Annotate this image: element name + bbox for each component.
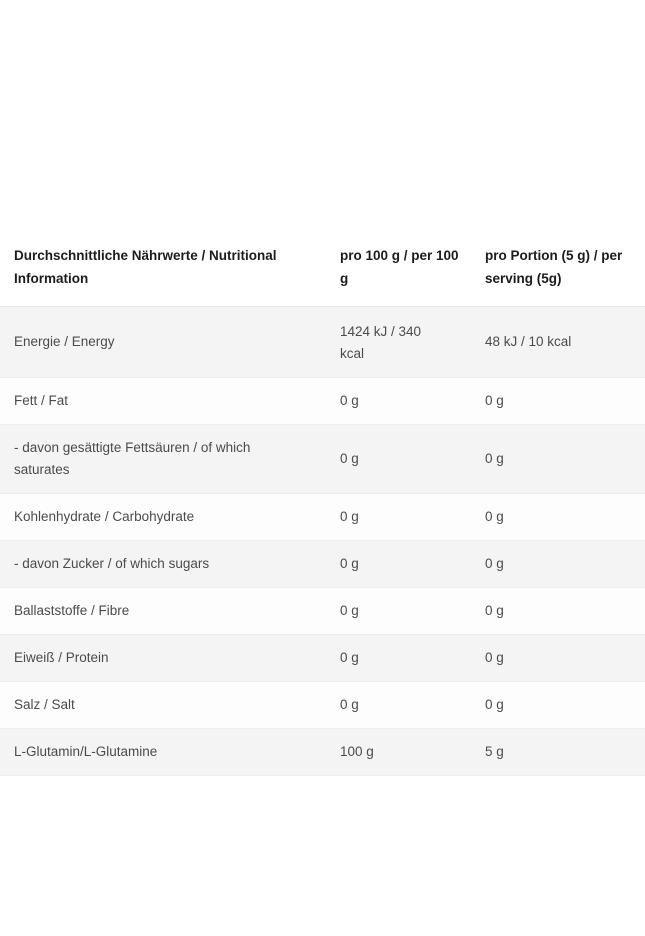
- value-per-serving-text: 0 g: [485, 697, 504, 712]
- value-per-100g-text: 0 g: [340, 697, 359, 712]
- value-per-100g-text: 0 g: [340, 650, 359, 665]
- table-row: Fett / Fat 0 g 0 g: [0, 377, 645, 425]
- value-per-100g-text: 0 g: [340, 603, 359, 618]
- cell-nutrient-label: - davon Zucker / of which sugars: [0, 540, 330, 588]
- table-header: Durchschnittliche Nährwerte / Nutritiona…: [0, 228, 645, 307]
- value-per-serving-text: 5 g: [485, 744, 504, 759]
- cell-value-per-100g: 0 g: [330, 634, 475, 682]
- cell-value-per-100g: 0 g: [330, 540, 475, 588]
- value-per-serving-text: 0 g: [485, 556, 504, 571]
- value-per-serving-text: 48 kJ / 10 kcal: [485, 334, 572, 349]
- table-row: Eiweiß / Protein 0 g 0 g: [0, 634, 645, 682]
- cell-value-per-100g: 1424 kJ / 340 kcal: [330, 306, 475, 378]
- table-row: - davon Zucker / of which sugars 0 g 0 g: [0, 540, 645, 588]
- value-per-serving-text: 0 g: [485, 451, 504, 466]
- cell-nutrient-label: Kohlenhydrate / Carbohydrate: [0, 493, 330, 541]
- value-per-100g-text: 1424 kJ / 340 kcal: [340, 324, 422, 361]
- nutrient-label-text: Energie / Energy: [14, 334, 115, 349]
- table-row: Salz / Salt 0 g 0 g: [0, 681, 645, 729]
- cell-value-per-serving: 0 g: [475, 540, 645, 588]
- nutrient-label-text: Eiweiß / Protein: [14, 650, 109, 665]
- cell-value-per-serving: 0 g: [475, 377, 645, 425]
- value-per-serving-text: 0 g: [485, 603, 504, 618]
- nutrient-label-text: Salz / Salt: [14, 697, 75, 712]
- table-header-row: Durchschnittliche Nährwerte / Nutritiona…: [0, 228, 645, 307]
- cell-value-per-100g: 0 g: [330, 377, 475, 425]
- value-per-serving-text: 0 g: [485, 509, 504, 524]
- nutrient-label-text: Kohlenhydrate / Carbohydrate: [14, 509, 195, 524]
- cell-value-per-100g: 0 g: [330, 587, 475, 635]
- cell-nutrient-label: Ballaststoffe / Fibre: [0, 587, 330, 635]
- cell-nutrient-label: Fett / Fat: [0, 377, 330, 425]
- value-per-100g-text: 0 g: [340, 556, 359, 571]
- table-row: L-Glutamin/L-Glutamine 100 g 5 g: [0, 728, 645, 776]
- nutrient-label-text: - davon gesättigte Fettsäuren / of which…: [14, 440, 251, 477]
- value-per-100g-text: 100 g: [340, 744, 374, 759]
- cell-value-per-serving: 5 g: [475, 728, 645, 776]
- cell-nutrient-label: - davon gesättigte Fettsäuren / of which…: [0, 424, 330, 494]
- table-row: Energie / Energy 1424 kJ / 340 kcal 48 kJ …: [0, 306, 645, 378]
- cell-value-per-serving: 48 kJ / 10 kcal: [475, 306, 645, 378]
- value-per-serving-text: 0 g: [485, 393, 504, 408]
- cell-nutrient-label: Eiweiß / Protein: [0, 634, 330, 682]
- cell-value-per-100g: 0 g: [330, 493, 475, 541]
- nutrient-label-text: Ballaststoffe / Fibre: [14, 603, 130, 618]
- value-per-serving-text: 0 g: [485, 650, 504, 665]
- value-per-100g-text: 0 g: [340, 451, 359, 466]
- cell-nutrient-label: L-Glutamin/L-Glutamine: [0, 728, 330, 776]
- cell-value-per-serving: 0 g: [475, 681, 645, 729]
- table-body: Energie / Energy 1424 kJ / 340 kcal 48 kJ …: [0, 306, 645, 776]
- cell-value-per-serving: 0 g: [475, 634, 645, 682]
- cell-nutrient-label: Energie / Energy: [0, 306, 330, 378]
- nutrient-label-text: Fett / Fat: [14, 393, 69, 408]
- column-header-per-serving: pro Portion (5 g) / per serving (5g): [475, 228, 645, 307]
- cell-value-per-serving: 0 g: [475, 424, 645, 494]
- column-header-per-100g: pro 100 g / per 100 g: [330, 228, 475, 307]
- table-row: - davon gesättigte Fettsäuren / of which…: [0, 424, 645, 494]
- cell-value-per-serving: 0 g: [475, 493, 645, 541]
- cell-nutrient-label: Salz / Salt: [0, 681, 330, 729]
- nutrient-label-text: L-Glutamin/L-Glutamine: [14, 744, 158, 759]
- nutrition-information-table: Durchschnittliche Nährwerte / Nutritiona…: [0, 228, 645, 776]
- column-header-nutrient: Durchschnittliche Nährwerte / Nutritiona…: [0, 228, 330, 307]
- value-per-100g-text: 0 g: [340, 509, 359, 524]
- cell-value-per-serving: 0 g: [475, 587, 645, 635]
- cell-value-per-100g: 0 g: [330, 424, 475, 494]
- cell-value-per-100g: 0 g: [330, 681, 475, 729]
- nutrient-label-text: - davon Zucker / of which sugars: [14, 556, 210, 571]
- table-row: Kohlenhydrate / Carbohydrate 0 g 0 g: [0, 493, 645, 541]
- table-row: Ballaststoffe / Fibre 0 g 0 g: [0, 587, 645, 635]
- value-per-100g-text: 0 g: [340, 393, 359, 408]
- cell-value-per-100g: 100 g: [330, 728, 475, 776]
